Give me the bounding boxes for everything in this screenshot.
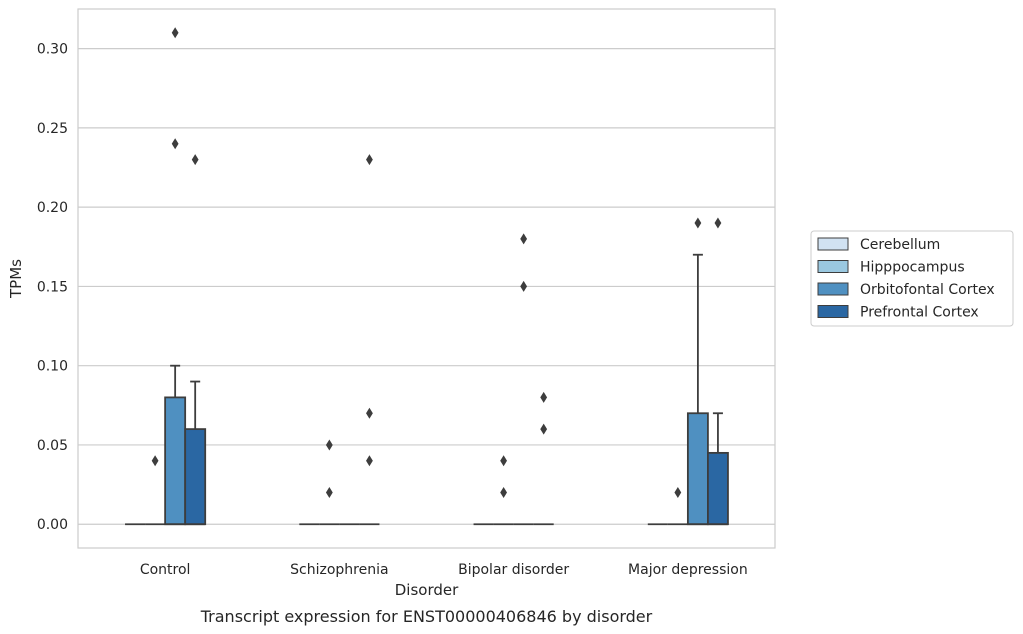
y-tick-label: 0.25 (37, 121, 68, 137)
legend: Cerebellum Hipppocampus Orbitofontal Corte… (810, 230, 1014, 327)
outlier-point (674, 487, 682, 499)
outlier-point (366, 407, 373, 419)
x-tick-label: Control (140, 562, 191, 578)
outlier-point (366, 154, 373, 166)
outlier-point (366, 455, 373, 467)
outlier-point (325, 487, 333, 499)
outlier-point (171, 138, 179, 150)
legend-label: Hipppocampus (860, 260, 965, 276)
box (184, 428, 207, 526)
legend-swatch (817, 237, 849, 251)
box (707, 451, 729, 526)
y-tick-label: 0.10 (37, 359, 68, 375)
y-tick-label: 0.15 (37, 279, 68, 295)
x-tick-label: Schizophrenia (290, 562, 388, 578)
legend-label: Cerebellum (860, 237, 940, 253)
y-axis-label: TPMs (7, 259, 25, 299)
outlier-point (500, 487, 508, 499)
outlier-point (540, 423, 548, 435)
legend-frame (810, 230, 1014, 327)
legend-swatch (817, 305, 849, 318)
outlier-point (325, 439, 333, 451)
x-axis-label: Disorder (395, 581, 459, 599)
y-tick-label: 0.20 (37, 200, 68, 216)
legend-label: Prefrontal Cortex (860, 305, 979, 321)
outlier-point (191, 154, 199, 166)
outlier-point (714, 217, 722, 229)
y-tick-label: 0.30 (37, 42, 68, 58)
box (164, 396, 187, 526)
plot-area-frame (77, 8, 776, 549)
y-tick-labels: 0.00 0.05 0.10 0.15 0.20 0.25 0.30 (37, 42, 68, 534)
x-tick-label: Bipolar disorder (458, 562, 569, 578)
outlier-point (520, 233, 528, 245)
outlier-point (171, 27, 179, 39)
legend-swatch (817, 260, 849, 273)
x-tick-labels: Control Schizophrenia Bipolar disorder Majo… (140, 562, 748, 578)
chart-caption: Transcript expression for ENST0000040684… (200, 607, 653, 626)
y-tick-label: 0.05 (37, 438, 68, 454)
outlier-point (520, 280, 528, 292)
legend-swatch (817, 282, 849, 296)
y-tick-label: 0.00 (37, 517, 68, 533)
legend-label: Orbitofontal Cortex (860, 282, 995, 298)
box-marks (125, 27, 729, 526)
outlier-point (694, 217, 702, 229)
outlier-point (500, 455, 508, 467)
outlier-point (540, 391, 548, 403)
x-tick-label: Major depression (628, 562, 748, 578)
outlier-point (151, 455, 159, 467)
box (686, 412, 709, 526)
